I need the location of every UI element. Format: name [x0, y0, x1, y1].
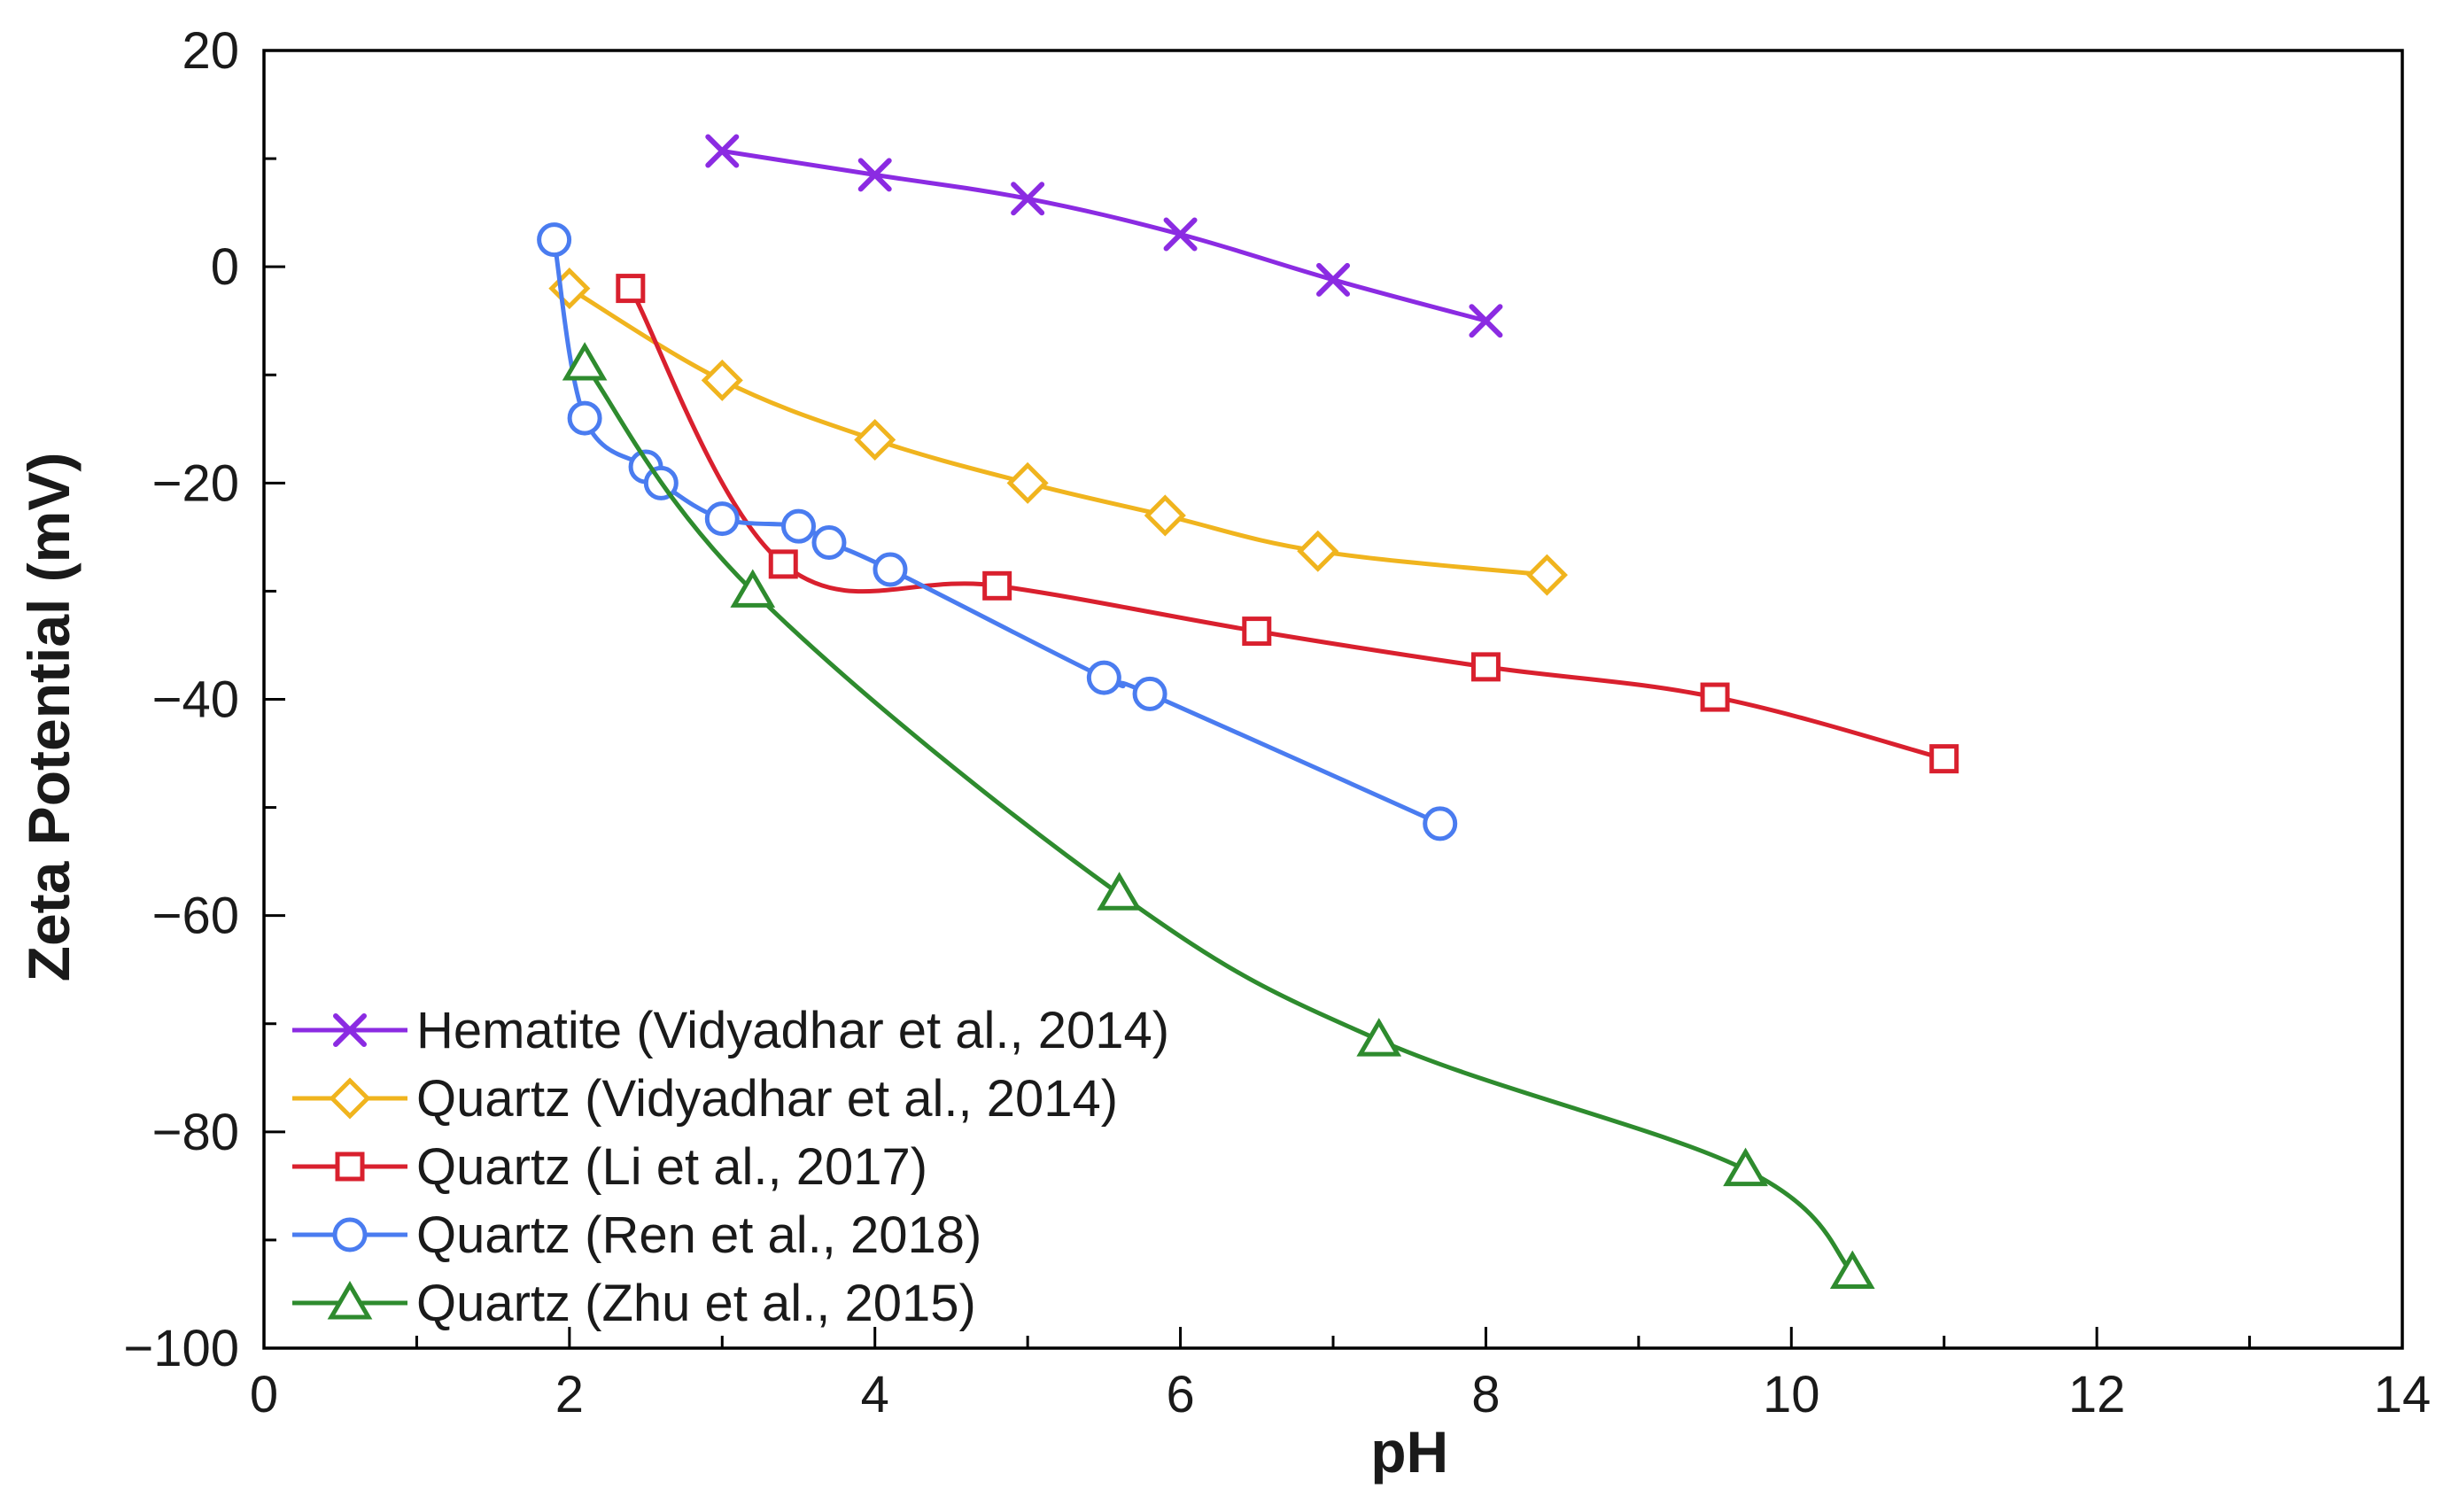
legend-label: Quartz (Vidyadhar et al., 2014): [416, 1070, 1118, 1128]
data-point: [616, 274, 646, 304]
data-point: [704, 501, 740, 537]
y-tick-label: 0: [211, 238, 239, 296]
axis-ticks: [262, 49, 2404, 1350]
legend-entry: Quartz (Zhu et al., 2015): [292, 1275, 976, 1332]
x-axis-title: pH: [1370, 1419, 1448, 1485]
legend-label: Quartz (Ren et al., 2018): [416, 1206, 981, 1264]
data-point: [1470, 652, 1501, 682]
x-tick-label: 10: [1763, 1366, 1820, 1423]
legend-marker: [335, 1151, 365, 1182]
x-tick-label: 12: [2068, 1366, 2126, 1423]
x-tick-label: 6: [1166, 1366, 1194, 1423]
legend-marker: [332, 1217, 368, 1252]
data-point: [1700, 682, 1730, 712]
series-1: [548, 268, 1568, 596]
data-point: [857, 158, 892, 192]
x-tick-label: 0: [250, 1366, 278, 1423]
y-tick-label: −100: [123, 1320, 239, 1377]
data-point: [1144, 494, 1186, 537]
data-point: [768, 549, 798, 579]
data-point: [701, 359, 743, 401]
x-tick-label: 4: [861, 1366, 889, 1423]
legend-label: Hematite (Vidyadhar et al., 2014): [416, 1002, 1169, 1059]
y-axis-tick-labels: −100 −80 −60 −40 −20 0 20: [123, 22, 239, 1377]
legend-marker: [333, 1013, 367, 1047]
data-point: [1242, 616, 1272, 647]
data-point: [982, 570, 1012, 601]
legend-label: Quartz (Zhu et al., 2015): [416, 1275, 976, 1332]
data-point: [1132, 676, 1167, 711]
data-point: [567, 400, 602, 436]
legend: Hematite (Vidyadhar et al., 2014) Quartz …: [292, 1002, 1169, 1332]
legend-marker: [327, 1281, 373, 1320]
legend-entry: Quartz (Li et al., 2017): [292, 1138, 927, 1196]
data-point: [873, 552, 908, 587]
y-tick-label: −60: [152, 888, 239, 945]
series-0: [705, 134, 1503, 338]
data-point: [1929, 744, 1959, 774]
data-point: [1297, 530, 1339, 572]
data-point: [1469, 304, 1503, 338]
data-point: [1097, 872, 1142, 911]
series-line: [721, 149, 1487, 323]
data-point: [537, 222, 572, 258]
y-tick-label: −20: [152, 454, 239, 512]
data-point: [1525, 554, 1568, 596]
legend-marker: [329, 1077, 371, 1120]
x-tick-label: 2: [555, 1366, 584, 1423]
x-axis-tick-labels: 0 2 4 6 8 10 12 14: [250, 1366, 2431, 1423]
data-point: [1163, 217, 1198, 252]
series-3: [537, 222, 1458, 841]
data-point: [1086, 660, 1121, 695]
data-point: [730, 569, 776, 608]
data-series: [537, 134, 1959, 1290]
data-point: [1423, 806, 1458, 841]
data-point: [1723, 1147, 1768, 1187]
data-point: [811, 524, 847, 560]
data-point: [1316, 262, 1350, 297]
series-4: [562, 342, 1875, 1290]
y-tick-label: −40: [152, 671, 239, 729]
x-tick-label: 8: [1471, 1366, 1500, 1423]
data-point: [562, 342, 608, 381]
legend-entry: Quartz (Vidyadhar et al., 2014): [292, 1070, 1118, 1128]
legend-entry: Hematite (Vidyadhar et al., 2014): [292, 1002, 1169, 1059]
y-tick-label: 20: [182, 22, 239, 80]
data-point: [854, 418, 896, 461]
data-point: [781, 508, 816, 544]
legend-entry: Quartz (Ren et al., 2018): [292, 1206, 981, 1264]
x-tick-label: 14: [2374, 1366, 2432, 1423]
y-tick-label: −80: [152, 1104, 239, 1161]
y-axis-title: Zeta Potential (mV): [16, 453, 81, 982]
data-point: [1011, 182, 1045, 216]
data-point: [705, 134, 740, 168]
series-2: [616, 274, 1959, 774]
data-point: [1829, 1250, 1875, 1290]
data-point: [1356, 1018, 1402, 1057]
data-point: [1006, 461, 1049, 504]
legend-label: Quartz (Li et al., 2017): [416, 1138, 927, 1196]
